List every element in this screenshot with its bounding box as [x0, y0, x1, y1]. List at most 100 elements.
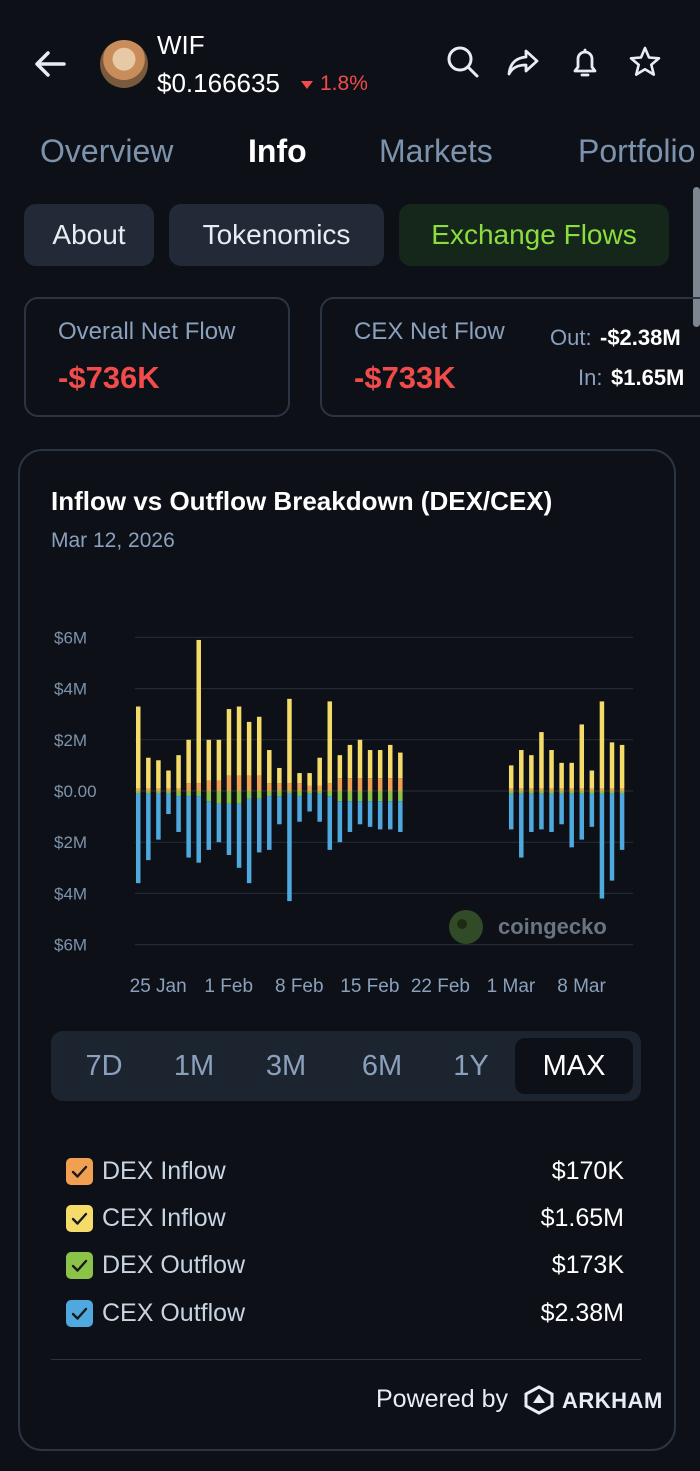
y-tick-label: $2M — [54, 731, 87, 750]
bar-cex-outflow — [357, 801, 363, 825]
bar-dex-outflow — [216, 791, 222, 804]
bar-cex-inflow — [206, 739, 212, 781]
bar-cex-inflow — [136, 706, 141, 789]
scrollbar[interactable] — [693, 187, 700, 327]
bar-cex-inflow — [246, 721, 252, 776]
arrow-left-icon — [35, 51, 66, 77]
bar-dex-inflow — [206, 780, 212, 791]
tab-portfolio[interactable]: Portfolio — [578, 133, 696, 169]
check-icon — [71, 1259, 88, 1272]
bar-cex-outflow — [317, 793, 322, 822]
watchlist-button[interactable] — [627, 44, 663, 80]
bar-cex-inflow — [388, 744, 393, 779]
bar-dex-inflow — [236, 775, 242, 791]
bar-cex-outflow — [146, 793, 151, 861]
bar-dex-outflow — [609, 791, 615, 794]
bar-dex-outflow — [357, 791, 363, 802]
bar-dex-outflow — [569, 791, 574, 794]
bar-cex-outflow — [549, 793, 554, 832]
bar-cex-inflow — [236, 706, 242, 776]
bar-dex-inflow — [347, 778, 353, 791]
cex-out-label: Out: — [550, 325, 592, 350]
pill-tokenomics[interactable]: Tokenomics — [169, 204, 384, 266]
bar-dex-outflow — [317, 791, 322, 794]
tab-info[interactable]: Info — [248, 133, 307, 169]
legend-toggle-cex-outflow[interactable] — [66, 1300, 93, 1327]
tab-overview[interactable]: Overview — [40, 133, 174, 169]
bar-cex-inflow — [609, 742, 615, 789]
check-icon — [71, 1307, 88, 1320]
bar-cex-outflow — [519, 793, 524, 858]
bar-cex-inflow — [267, 750, 272, 784]
share-button[interactable] — [505, 44, 541, 80]
legend-value: $2.38M — [540, 1299, 624, 1327]
bar-cex-inflow — [166, 770, 171, 789]
flow-chart[interactable]: $6M $4M $2M $0.00 $2M $4M $6M 25 Jan 1 Feb 8 Feb… — [0, 600, 700, 1010]
bell-icon — [573, 48, 597, 77]
bar-dex-inflow — [559, 788, 564, 791]
bar-cex-outflow — [216, 803, 222, 843]
divider — [51, 1359, 641, 1360]
range-7d[interactable]: 7D — [85, 1050, 123, 1082]
bar-cex-inflow — [367, 750, 373, 779]
pill-about[interactable]: About — [24, 204, 154, 266]
bar-dex-inflow — [377, 778, 383, 791]
alert-button[interactable] — [567, 44, 603, 80]
bar-cex-outflow — [609, 793, 615, 881]
bar-cex-outflow — [236, 803, 242, 868]
price-change: 1.8% — [320, 72, 368, 95]
bar-dex-outflow — [388, 791, 393, 802]
tab-markets[interactable]: Markets — [379, 133, 493, 169]
bar-cex-inflow — [579, 724, 585, 789]
bar-cex-outflow — [186, 796, 191, 858]
search-button[interactable] — [445, 44, 481, 80]
range-3m[interactable]: 3M — [265, 1050, 307, 1082]
range-1m[interactable]: 1M — [173, 1050, 215, 1082]
chart-panel — [18, 449, 676, 1451]
bar-cex-outflow — [256, 798, 262, 853]
range-max[interactable]: MAX — [515, 1038, 633, 1094]
bar-dex-inflow — [256, 775, 262, 791]
bar-dex-inflow — [337, 778, 343, 791]
range-1y[interactable]: 1Y — [453, 1050, 489, 1082]
bar-dex-inflow — [297, 783, 302, 791]
bar-cex-inflow — [619, 744, 625, 789]
bar-dex-outflow — [186, 791, 191, 797]
bar-cex-outflow — [307, 793, 312, 812]
powered-by-label: Powered by — [376, 1385, 509, 1413]
bar-cex-outflow — [599, 793, 605, 899]
legend-toggle-dex-inflow[interactable] — [66, 1158, 93, 1185]
bar-dex-outflow — [176, 791, 181, 797]
bar-cex-outflow — [206, 801, 212, 850]
cex-in-label: In: — [578, 365, 603, 390]
cex-net-flow-card — [320, 297, 700, 417]
bar-cex-outflow — [388, 801, 393, 830]
bar-dex-outflow — [337, 791, 343, 802]
cex-in-value: $1.65M — [611, 365, 685, 390]
bar-dex-inflow — [569, 788, 574, 791]
coin-price: $0.166635 — [157, 68, 280, 98]
pill-exchange-flows[interactable]: Exchange Flows — [399, 204, 669, 266]
bar-dex-inflow — [508, 788, 514, 791]
bar-cex-outflow — [277, 796, 282, 825]
bar-cex-inflow — [357, 739, 363, 779]
chart-title: Inflow vs Outflow Breakdown (DEX/CEX) — [51, 486, 553, 516]
bar-dex-inflow — [186, 783, 191, 791]
bar-dex-outflow — [599, 791, 605, 794]
bar-dex-outflow — [277, 791, 282, 797]
bar-cex-outflow — [196, 796, 201, 863]
bar-cex-inflow — [398, 752, 403, 779]
range-6m[interactable]: 6M — [361, 1050, 403, 1082]
back-button[interactable] — [30, 44, 70, 84]
legend-toggle-dex-outflow[interactable] — [66, 1252, 93, 1279]
bar-dex-outflow — [549, 791, 554, 794]
bar-dex-outflow — [529, 791, 534, 794]
bar-dex-outflow — [206, 791, 212, 802]
bar-cex-outflow — [529, 793, 534, 832]
bar-dex-inflow — [599, 788, 605, 791]
bar-cex-inflow — [216, 739, 222, 781]
bar-dex-outflow — [226, 791, 232, 804]
legend-toggle-cex-inflow[interactable] — [66, 1205, 93, 1232]
overall-net-flow-label: Overall Net Flow — [58, 318, 236, 345]
bar-cex-inflow — [176, 755, 181, 789]
